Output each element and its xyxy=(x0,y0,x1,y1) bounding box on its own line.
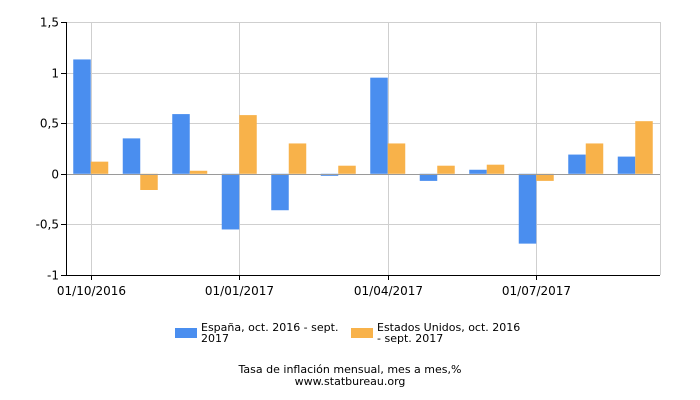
y-tick-label: 0 xyxy=(51,168,59,182)
bar-usa-03-2017 xyxy=(338,165,356,174)
bar-usa-05-2017 xyxy=(437,165,455,174)
bar-spain-01-2017 xyxy=(221,173,240,230)
plot-area xyxy=(66,22,660,275)
bar-usa-11-2016 xyxy=(140,173,158,190)
legend-label-spain-line1: España, oct. 2016 - sept. xyxy=(201,321,339,334)
bar-usa-04-2017 xyxy=(387,143,406,174)
y-tick-label: 0,5 xyxy=(40,117,59,131)
legend-label-spain: España, oct. 2016 - sept. 2017 xyxy=(201,322,351,344)
legend-label-usa-line1: Estados Unidos, oct. 2016 xyxy=(377,321,521,334)
x-tick-label: 01/10/2016 xyxy=(57,284,126,298)
bar-usa-12-2016 xyxy=(189,170,208,174)
bar-spain-02-2017 xyxy=(271,173,289,211)
y-tick-label: -0,5 xyxy=(36,218,59,232)
bar-spain-04-2017 xyxy=(370,77,388,174)
bar-usa-07-2017 xyxy=(536,173,554,181)
legend-label-usa: Estados Unidos, oct. 2016 - sept. 2017 xyxy=(377,322,527,344)
x-tick-label: 01/04/2017 xyxy=(354,284,423,298)
y-tick-label: 1,5 xyxy=(40,16,59,30)
bar-spain-07-2017 xyxy=(518,173,537,244)
bar-usa-08-2017 xyxy=(585,143,604,174)
bar-usa-10-2016 xyxy=(90,161,109,174)
bar-usa-02-2017 xyxy=(288,143,307,174)
bar-spain-12-2016 xyxy=(172,114,190,174)
legend-label-spain-line2: 2017 xyxy=(201,332,229,345)
legend-swatch-usa xyxy=(351,328,373,338)
y-tick-label: -1 xyxy=(47,269,59,283)
bar-usa-09-2017 xyxy=(635,121,653,174)
x-tick-label: 01/01/2017 xyxy=(205,284,274,298)
bar-spain-05-2017 xyxy=(419,173,438,181)
bar-spain-06-2017 xyxy=(469,169,487,174)
source-url: www.statbureau.org xyxy=(294,375,406,388)
bar-usa-01-2017 xyxy=(239,115,257,174)
bar-spain-11-2016 xyxy=(122,138,141,174)
bar-spain-09-2017 xyxy=(617,156,636,174)
legend-swatch-spain xyxy=(175,328,197,338)
bar-spain-08-2017 xyxy=(568,154,586,174)
y-tick-label: 1 xyxy=(51,67,59,81)
x-tick-label: 01/07/2017 xyxy=(502,284,571,298)
legend-label-usa-line2: - sept. 2017 xyxy=(377,332,444,345)
chart-caption: Tasa de inflación mensual, mes a mes,% xyxy=(238,363,462,376)
bar-spain-10-2016 xyxy=(73,59,91,174)
bar-usa-06-2017 xyxy=(486,164,505,174)
inflation-bar-chart: -1 -0,5 0 0,5 1 1,5 01/10/2016 01/01/2017 01/04/… xyxy=(36,16,661,298)
legend: España, oct. 2016 - sept. 2017 Estados U… xyxy=(0,322,700,352)
